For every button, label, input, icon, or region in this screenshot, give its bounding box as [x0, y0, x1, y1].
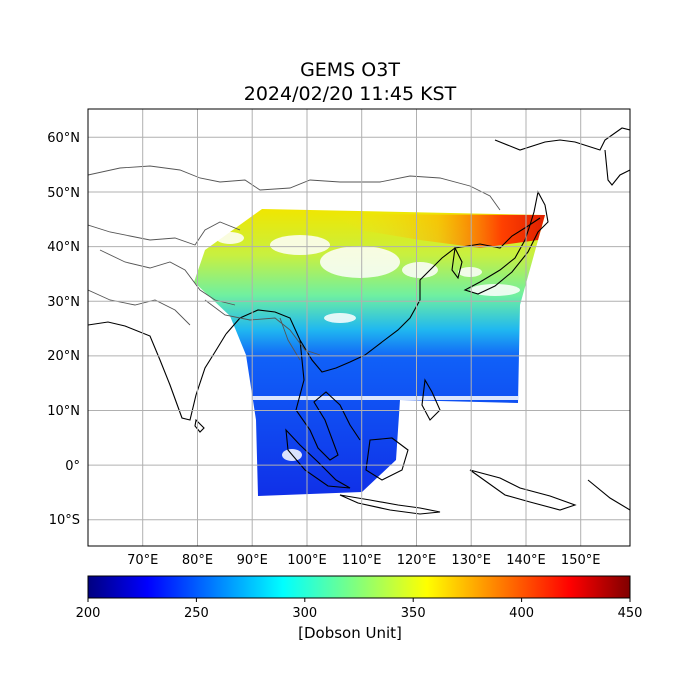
lon-tick-label: 110°E — [342, 553, 382, 568]
map-title: GEMS O3T — [300, 59, 400, 81]
lat-tick-label: 50°N — [47, 186, 80, 201]
lon-tick-label: 90°E — [237, 553, 268, 568]
lon-tick-label: 70°E — [127, 553, 158, 568]
ozone-swath — [194, 209, 545, 496]
lat-tick-label: 10°N — [47, 404, 80, 419]
lon-tick-label: 100°E — [287, 553, 327, 568]
lat-tick-label: 30°N — [47, 295, 80, 310]
lat-tick-label: 60°N — [47, 131, 80, 146]
lat-tick-label: 10°S — [49, 513, 80, 528]
colorbar-tick-label: 250 — [184, 606, 209, 621]
colorbar-tick-label: 350 — [401, 606, 426, 621]
colorbar — [87, 575, 631, 599]
map-frame — [87, 108, 631, 547]
cloud-gaps — [216, 232, 520, 461]
graticule — [88, 109, 630, 546]
lon-tick-label: 130°E — [451, 553, 491, 568]
colorbar-ticks — [87, 598, 631, 602]
latitude-labels: 60°N 50°N 40°N 30°N 20°N 10°N 0° 10°S — [47, 131, 80, 528]
lat-tick-label: 20°N — [47, 349, 80, 364]
lon-tick-label: 120°E — [397, 553, 437, 568]
lon-tick-label: 150°E — [561, 553, 601, 568]
lon-tick-label: 140°E — [506, 553, 546, 568]
colorbar-tick-label: 300 — [292, 606, 317, 621]
map-subtitle: 2024/02/20 11:45 KST — [243, 83, 457, 105]
colorbar-tick-labels: 200 250 300 350 400 450 — [76, 606, 643, 621]
longitude-labels: 70°E 80°E 90°E 100°E 110°E 120°E 130°E 1… — [127, 553, 600, 568]
colorbar-tick-label: 400 — [509, 606, 534, 621]
colorbar-label: [Dobson Unit] — [298, 624, 402, 642]
lon-tick-label: 80°E — [182, 553, 213, 568]
country-borders — [88, 165, 501, 361]
ozone-high-band — [330, 214, 545, 248]
colorbar-tick-label: 200 — [76, 606, 101, 621]
lat-tick-label: 0° — [65, 459, 80, 474]
lat-tick-label: 40°N — [47, 240, 80, 255]
colorbar-tick-label: 450 — [618, 606, 643, 621]
ozone-swath-field — [194, 209, 545, 496]
